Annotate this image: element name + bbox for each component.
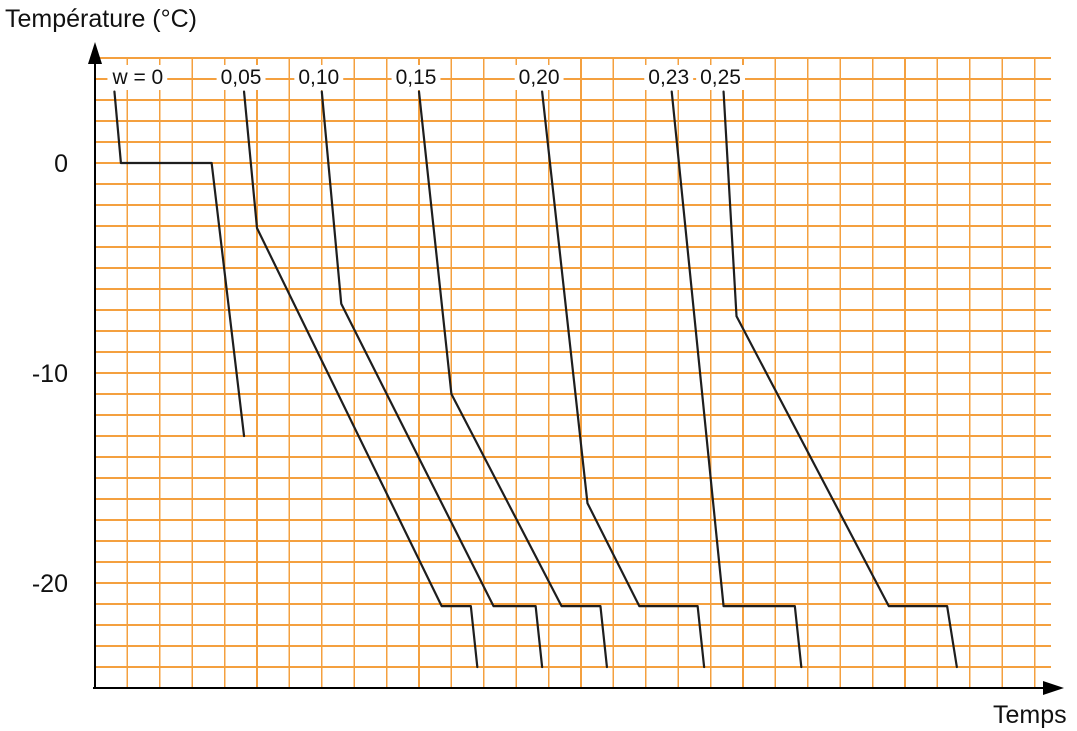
series-line-0-20 xyxy=(541,90,706,669)
grid xyxy=(95,57,1051,688)
series-label-0-05: 0,05 xyxy=(221,66,262,89)
y-axis-arrowhead xyxy=(88,42,102,64)
series-label-0-23: 0,23 xyxy=(648,66,689,89)
series-label-background xyxy=(514,65,564,90)
series-line-0-23 xyxy=(670,90,803,669)
series-line-0-10 xyxy=(320,90,544,669)
series-label-w-0: w = 0 xyxy=(111,66,163,89)
y-axis-title: Température (°C) xyxy=(5,5,197,33)
series-labels: w = 0 0,05 0,10 0,15 0,20 0,23 0,25 xyxy=(111,66,741,89)
series-label-background xyxy=(696,65,745,90)
series-line-0-25 xyxy=(722,90,958,669)
series-label-0-25: 0,25 xyxy=(700,66,741,89)
y-tick-label: 0 xyxy=(54,150,68,178)
series-line-w-0 xyxy=(113,90,246,438)
series-label-background xyxy=(216,65,266,90)
series-label-0-20: 0,20 xyxy=(519,66,560,89)
series-label-background xyxy=(644,65,694,90)
series-label-backgrounds xyxy=(107,65,745,90)
series-label-background xyxy=(391,65,441,90)
series-label-background xyxy=(107,65,168,90)
series-line-0-15 xyxy=(417,90,609,669)
y-tick-label: -10 xyxy=(32,360,68,388)
y-tick-label: -20 xyxy=(32,570,68,598)
y-tick-labels: 0 -10 -20 xyxy=(32,150,68,598)
x-axis-title: Temps xyxy=(993,701,1067,729)
series-line-0-05 xyxy=(242,90,479,669)
series-label-0-10: 0,10 xyxy=(298,66,339,89)
axes xyxy=(88,42,1064,695)
series-lines xyxy=(113,90,958,669)
series-label-background xyxy=(294,65,344,90)
series-label-0-15: 0,15 xyxy=(396,66,437,89)
x-axis-arrowhead xyxy=(1043,681,1064,695)
